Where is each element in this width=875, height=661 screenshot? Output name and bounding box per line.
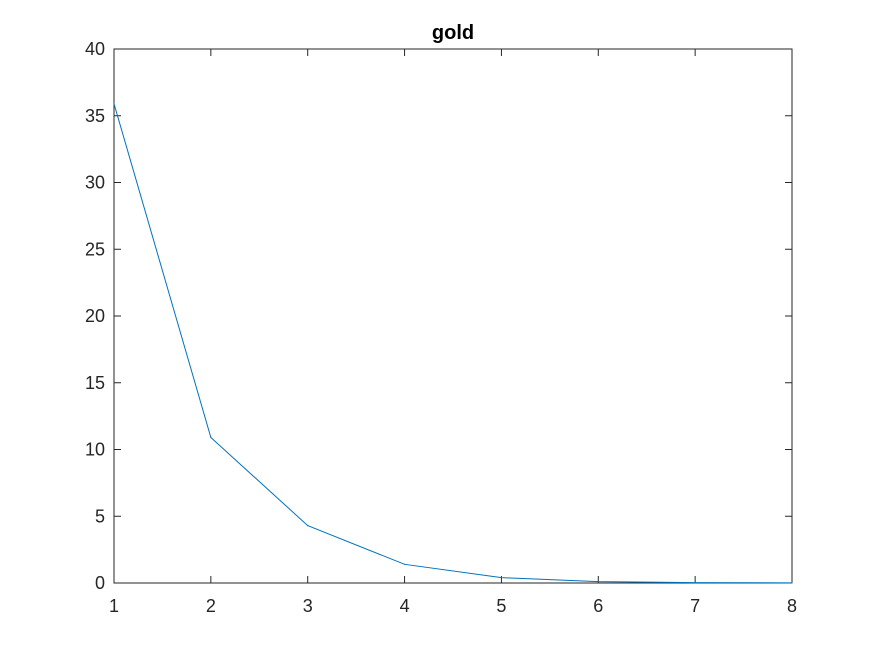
data-point: [113, 103, 115, 105]
data-point: [403, 563, 406, 565]
x-tick-label: 1: [109, 596, 119, 616]
x-tick-label: 4: [400, 596, 410, 616]
y-tick-label: 30: [85, 173, 105, 193]
y-tick-label: 35: [85, 106, 105, 126]
y-tick-label: 20: [85, 306, 105, 326]
x-tick-label: 7: [690, 596, 700, 616]
x-tick-label: 2: [206, 596, 216, 616]
y-tick-label: 0: [95, 573, 105, 593]
tick-labels-group: 1 2 3 4 5 6 7 8 0 5 10 15 20 25 30 35 40: [85, 39, 797, 616]
data-point: [210, 436, 212, 439]
data-point: [597, 581, 599, 583]
chart-title: gold: [432, 22, 474, 44]
x-tick-label: 5: [496, 596, 506, 616]
y-tick-label: 10: [85, 440, 105, 460]
data-point: [694, 581, 696, 584]
y-tick-label: 40: [85, 39, 105, 59]
y-tick-label: 15: [85, 373, 105, 393]
data-point: [500, 577, 503, 579]
x-tick-label: 8: [787, 596, 797, 616]
series-line: [113, 103, 793, 584]
ticks-group: [113, 48, 793, 584]
y-tick-label: 5: [95, 506, 105, 526]
data-point: [307, 524, 309, 527]
x-tick-label: 6: [593, 596, 603, 616]
x-tick-label: 3: [303, 596, 313, 616]
series-group: [113, 103, 793, 584]
y-tick-label: 25: [85, 239, 105, 259]
axes-box: [113, 48, 793, 584]
data-point: [791, 582, 793, 584]
